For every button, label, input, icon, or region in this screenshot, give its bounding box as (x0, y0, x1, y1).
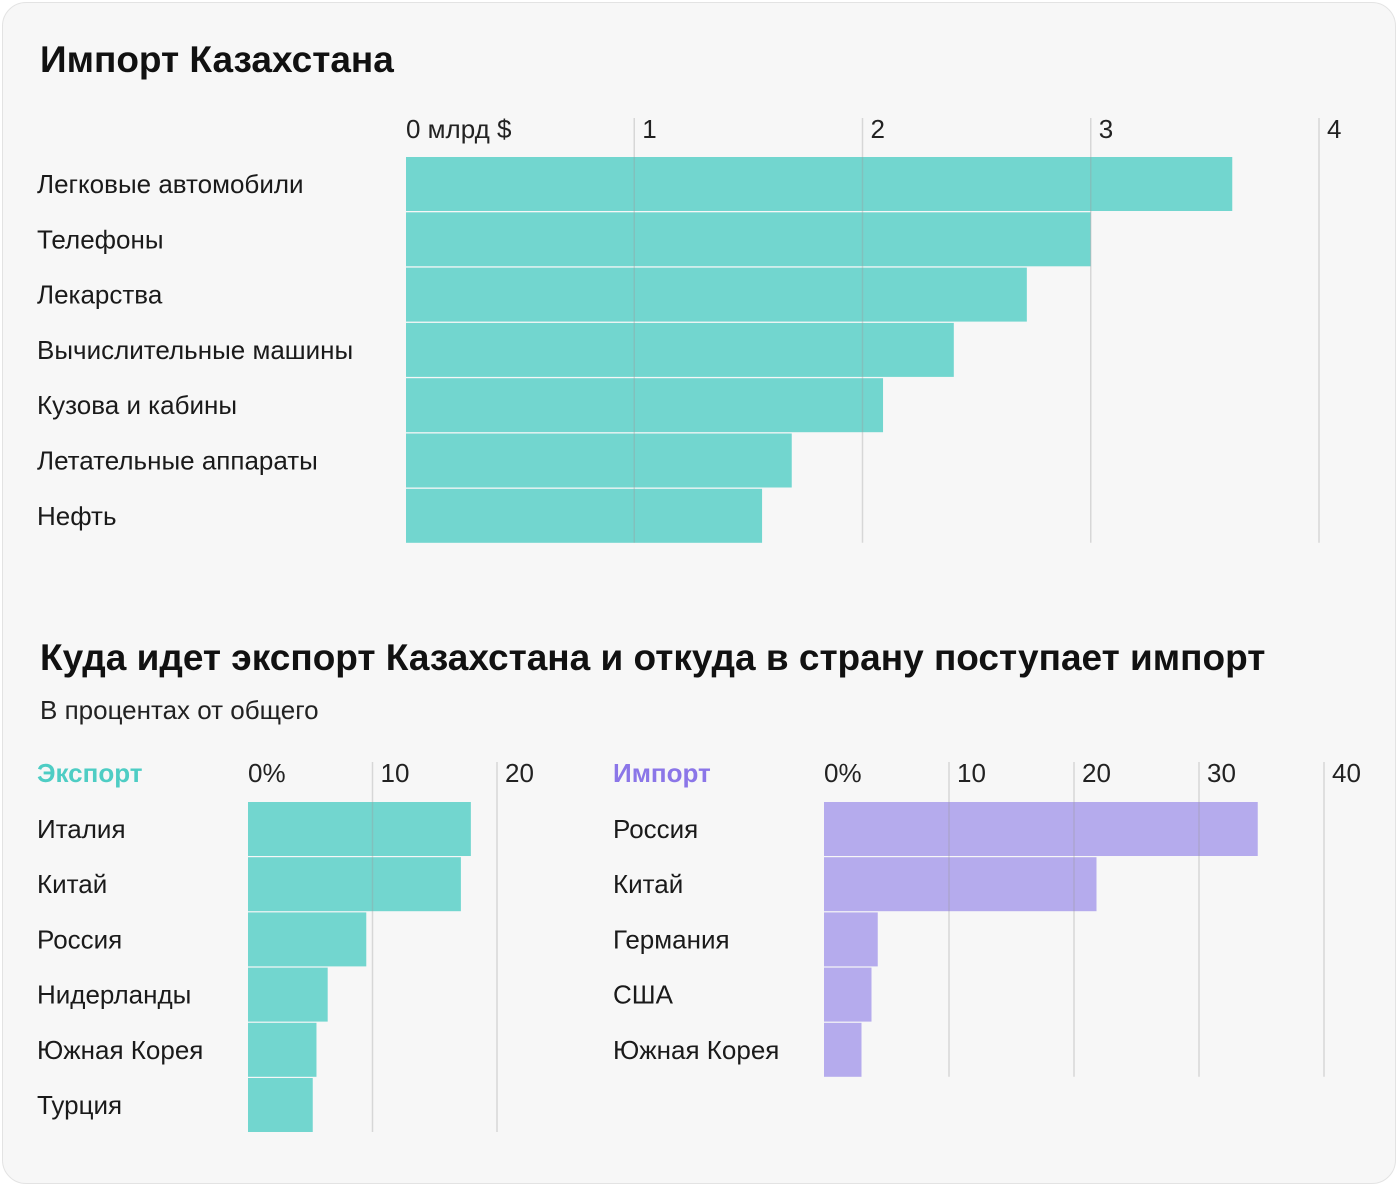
import-countries-tick-label: 30 (1207, 758, 1236, 788)
import-goods-category-label: Лекарства (37, 280, 163, 310)
export-countries-category-label: Турция (37, 1090, 122, 1120)
import-goods-bar (406, 322, 954, 377)
import-goods-tick-label: 4 (1327, 114, 1341, 144)
import-goods-category-label: Нефть (37, 501, 117, 531)
import-goods-category-label: Вычислительные машины (37, 335, 353, 365)
import-countries-bar (824, 857, 1097, 912)
import-goods-bar (406, 488, 763, 543)
chart-subtitle: В процентах от общего (40, 695, 319, 725)
export-countries-bar (248, 912, 367, 967)
import-countries-bar (824, 1022, 862, 1077)
import-countries-category-label: Россия (613, 814, 698, 844)
import-countries-category-label: Китай (613, 869, 683, 899)
import-goods-category-label: Кузова и кабины (37, 390, 237, 420)
export-countries-tick-label: 20 (505, 758, 534, 788)
import-goods-tick-label: 1 (642, 114, 656, 144)
import-countries-category-label: Южная Корея (613, 1035, 779, 1065)
export-countries-bar (248, 1078, 313, 1132)
export-countries-bar (248, 802, 471, 856)
export-countries-category-label: Китай (37, 869, 107, 899)
export-countries-bar (248, 1022, 317, 1077)
import-goods-category-label: Летательные аппараты (37, 446, 318, 476)
export-countries-tick-label: 10 (381, 758, 410, 788)
import-countries-tick-label: 10 (957, 758, 986, 788)
import-goods-bar (406, 433, 792, 488)
import-countries-category-label: Германия (613, 924, 730, 954)
export-countries-category-label: Италия (37, 814, 126, 844)
import-goods-category-label: Телефоны (37, 224, 164, 254)
import-goods-category-label: Легковые автомобили (37, 169, 304, 199)
export-countries-bar (248, 967, 328, 1022)
chart-title-trade: Куда идет экспорт Казахстана и откуда в … (40, 637, 1266, 678)
import-goods-bar (406, 157, 1233, 211)
import-countries-tick-label: 20 (1082, 758, 1111, 788)
import-goods-tick-label: 0 млрд $ (406, 114, 512, 144)
export-countries-category-label: Нидерланды (37, 980, 191, 1010)
export-countries-bar (248, 857, 461, 912)
import-countries-tick-label: 40 (1332, 758, 1361, 788)
chart-title-import: Импорт Казахстана (40, 39, 394, 80)
import-countries-bar (824, 967, 872, 1022)
import-goods-bar (406, 212, 1091, 267)
import-goods-bar (406, 378, 884, 433)
import-countries-bar (824, 912, 878, 967)
import-countries-tick-label: 0% (824, 758, 862, 788)
export-countries-category-label: Южная Корея (37, 1035, 203, 1065)
import-countries-category-label: США (613, 980, 674, 1010)
import-countries-header: Импорт (613, 758, 711, 788)
import-goods-bar (406, 267, 1027, 322)
import-goods-tick-label: 2 (871, 114, 885, 144)
export-countries-tick-label: 0% (248, 758, 286, 788)
export-countries-header: Экспорт (37, 758, 143, 788)
import-countries-bar (824, 802, 1258, 856)
import-goods-tick-label: 3 (1099, 114, 1113, 144)
export-countries-category-label: Россия (37, 924, 122, 954)
